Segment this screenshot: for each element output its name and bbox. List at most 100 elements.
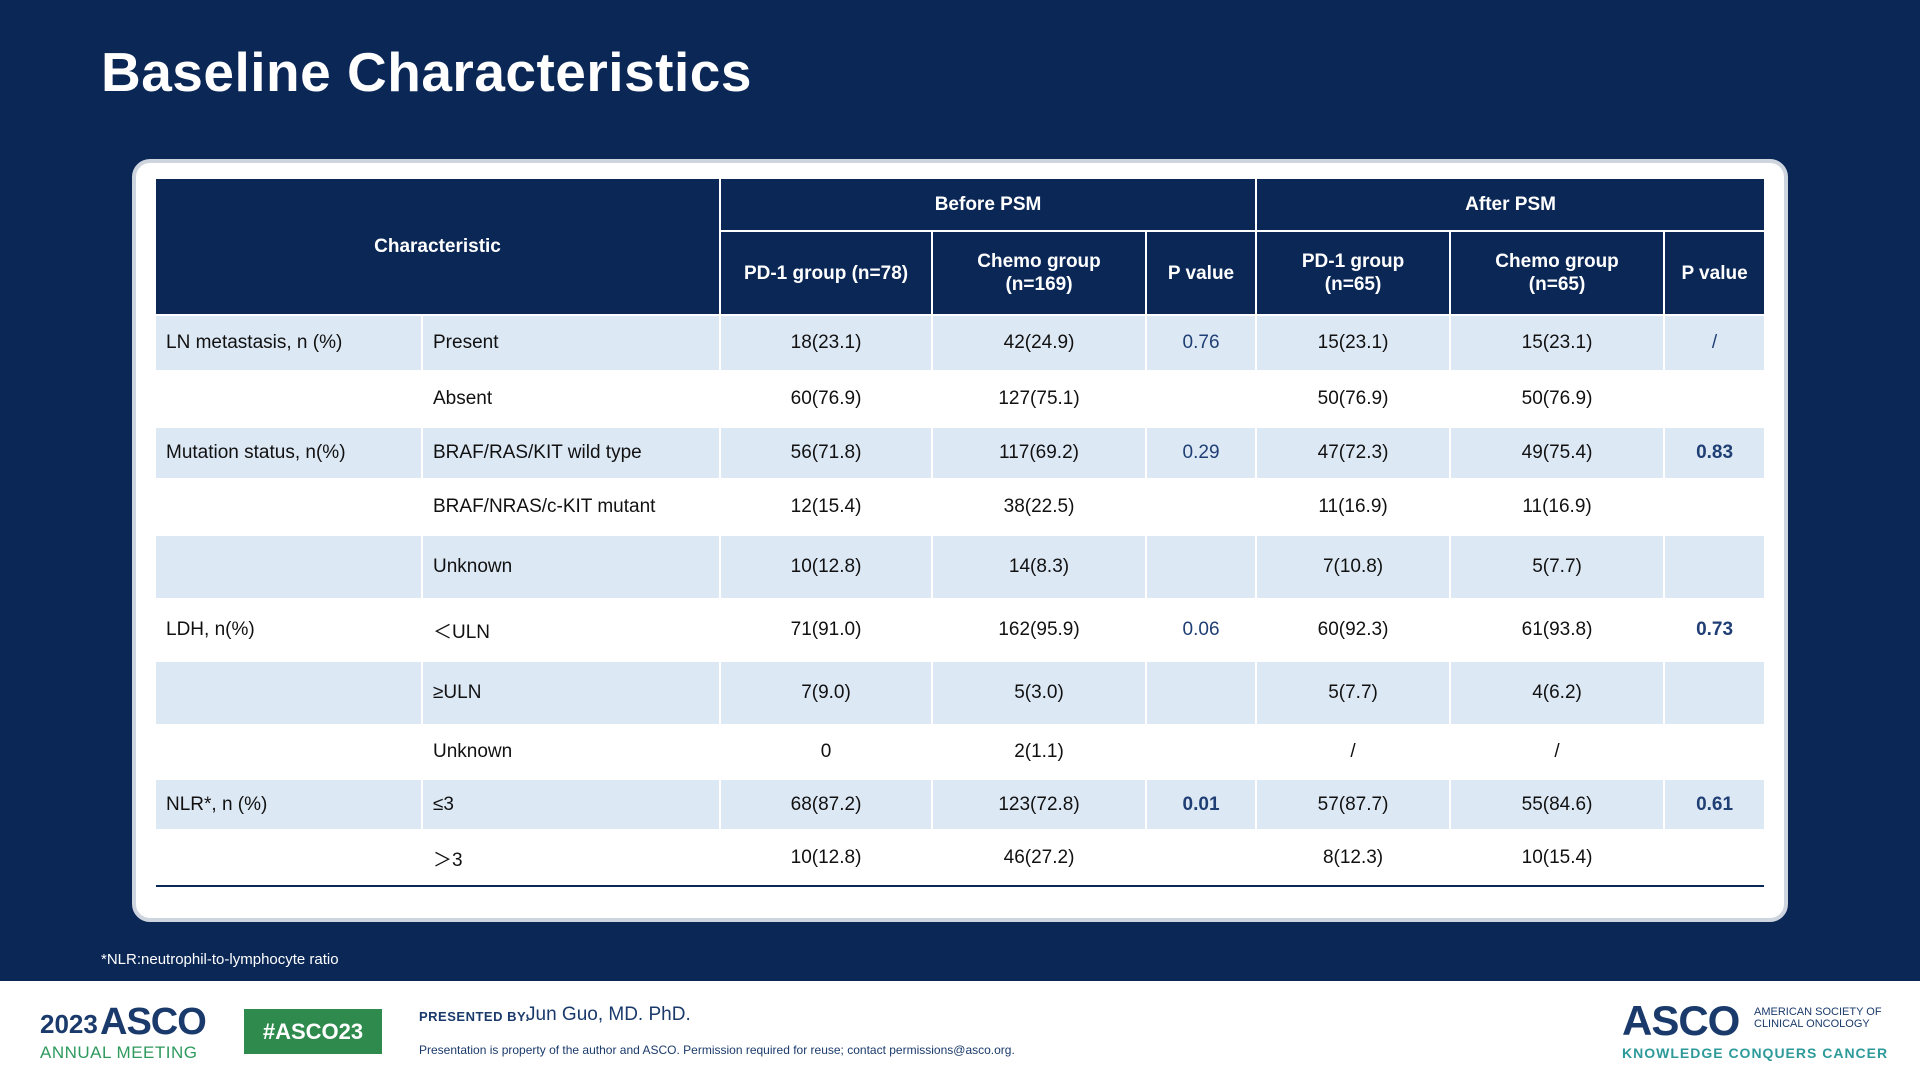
after-pd1-cell: 7(10.8)	[1256, 535, 1452, 600]
after-p-cell	[1664, 830, 1765, 887]
footnote: *NLR:neutrophil-to-lymphocyte ratio	[101, 951, 339, 968]
property-notice: Presentation is property of the author a…	[419, 1043, 1015, 1057]
before-pd1-cell: 60(76.9)	[720, 371, 934, 428]
row-subgroup: BRAF/NRAS/c-KIT mutant	[422, 479, 722, 536]
table-row: Absent 60(76.9) 127(75.1) 50(76.9) 50(76…	[156, 371, 1765, 428]
after-p-cell	[1664, 479, 1765, 536]
hashtag-badge: #ASCO23	[244, 1009, 382, 1054]
before-chemo-cell: 14(8.3)	[932, 535, 1148, 600]
table-row: ＞3 10(12.8) 46(27.2) 8(12.3) 10(15.4)	[156, 830, 1765, 887]
asco-tagline: KNOWLEDGE CONQUERS CANCER	[1622, 1045, 1889, 1061]
after-pd1-cell: 50(76.9)	[1256, 371, 1452, 428]
after-chemo-cell: 15(23.1)	[1450, 315, 1666, 372]
header-after-pd1-line2: (n=65)	[1324, 274, 1382, 295]
row-characteristic	[156, 371, 423, 428]
header-after-psm: After PSM	[1256, 179, 1765, 232]
header-before-pd1: PD-1 group (n=78)	[720, 231, 934, 316]
before-chemo-cell: 2(1.1)	[932, 725, 1148, 780]
row-characteristic: Mutation status, n(%)	[156, 427, 423, 480]
before-p-cell	[1146, 725, 1258, 780]
presented-by-label: PRESENTED BY:	[419, 1009, 530, 1024]
table-row: LDH, n(%) ＜ULN 71(91.0) 162(95.9) 0.06 6…	[156, 599, 1765, 662]
table-card: Characteristic Before PSM After PSM PD-1…	[132, 159, 1788, 922]
header-before-chemo-line2: (n=169)	[1005, 274, 1073, 295]
header-after-pd1: PD-1 group (n=65)	[1256, 231, 1452, 316]
after-pd1-cell: 8(12.3)	[1256, 830, 1452, 887]
after-chemo-cell: 49(75.4)	[1450, 427, 1666, 480]
before-chemo-cell: 162(95.9)	[932, 599, 1148, 662]
after-pd1-cell: 57(87.7)	[1256, 779, 1452, 831]
header-before-p: P value	[1146, 231, 1258, 316]
meeting-subtitle: ANNUAL MEETING	[40, 1043, 198, 1062]
slide-title: Baseline Characteristics	[101, 41, 752, 103]
after-pd1-cell: /	[1256, 725, 1452, 780]
after-p-cell	[1664, 725, 1765, 780]
before-p-cell	[1146, 479, 1258, 536]
presenter-name: Jun Guo, MD. PhD.	[526, 1004, 691, 1025]
before-p-cell	[1146, 535, 1258, 600]
after-pd1-cell: 11(16.9)	[1256, 479, 1452, 536]
before-chemo-cell: 5(3.0)	[932, 661, 1148, 726]
table-row: Unknown 10(12.8) 14(8.3) 7(10.8) 5(7.7)	[156, 535, 1765, 600]
meeting-asco: ASCO	[100, 1001, 207, 1043]
before-p-cell	[1146, 661, 1258, 726]
before-pd1-cell: 18(23.1)	[720, 315, 934, 372]
row-characteristic: LN metastasis, n (%)	[156, 315, 423, 372]
after-p-cell: 0.73	[1664, 599, 1765, 662]
after-chemo-cell: 50(76.9)	[1450, 371, 1666, 428]
header-characteristic: Characteristic	[156, 179, 722, 316]
row-subgroup: ＞3	[422, 830, 722, 887]
before-chemo-cell: 127(75.1)	[932, 371, 1148, 428]
after-chemo-cell: 61(93.8)	[1450, 599, 1666, 662]
annual-meeting-logo: 2023 ASCO ANNUAL MEETING	[40, 999, 210, 1063]
before-p-cell: 0.06	[1146, 599, 1258, 662]
header-after-chemo-line1: Chemo group	[1495, 251, 1619, 272]
before-chemo-cell: 123(72.8)	[932, 779, 1148, 831]
table-row: ≥ULN 7(9.0) 5(3.0) 5(7.7) 4(6.2)	[156, 661, 1765, 726]
header-after-chemo-line2: (n=65)	[1528, 274, 1586, 295]
before-pd1-cell: 10(12.8)	[720, 535, 934, 600]
before-chemo-cell: 42(24.9)	[932, 315, 1148, 372]
row-characteristic: LDH, n(%)	[156, 599, 423, 662]
header-before-chemo: Chemo group (n=169)	[932, 231, 1148, 316]
row-subgroup: ≥ULN	[422, 661, 722, 726]
after-chemo-cell: 5(7.7)	[1450, 535, 1666, 600]
before-p-cell: 0.29	[1146, 427, 1258, 480]
asco-wordmark: ASCO	[1622, 997, 1740, 1044]
asco-society-name: AMERICAN SOCIETY OF CLINICAL ONCOLOGY	[1754, 1006, 1882, 1030]
after-chemo-cell: 55(84.6)	[1450, 779, 1666, 831]
meeting-year: 2023	[40, 1009, 98, 1039]
row-characteristic	[156, 479, 423, 536]
row-characteristic	[156, 661, 423, 726]
before-chemo-cell: 46(27.2)	[932, 830, 1148, 887]
before-pd1-cell: 56(71.8)	[720, 427, 934, 480]
baseline-table: Characteristic Before PSM After PSM PD-1…	[156, 179, 1765, 887]
before-chemo-cell: 38(22.5)	[932, 479, 1148, 536]
row-characteristic	[156, 725, 423, 780]
before-pd1-cell: 12(15.4)	[720, 479, 934, 536]
header-after-pd1-line1: PD-1 group	[1301, 251, 1405, 272]
after-chemo-cell: 11(16.9)	[1450, 479, 1666, 536]
before-p-cell	[1146, 371, 1258, 428]
after-p-cell	[1664, 661, 1765, 726]
before-pd1-cell: 68(87.2)	[720, 779, 934, 831]
asco-logo: ASCO AMERICAN SOCIETY OF CLINICAL ONCOLO…	[1622, 997, 1887, 1067]
before-p-cell	[1146, 830, 1258, 887]
after-p-cell	[1664, 371, 1765, 428]
table-row: LN metastasis, n (%) Present 18(23.1) 42…	[156, 315, 1765, 372]
before-p-cell: 0.76	[1146, 315, 1258, 372]
before-chemo-cell: 117(69.2)	[932, 427, 1148, 480]
after-pd1-cell: 15(23.1)	[1256, 315, 1452, 372]
after-p-cell: 0.83	[1664, 427, 1765, 480]
before-pd1-cell: 7(9.0)	[720, 661, 934, 726]
row-subgroup: Absent	[422, 371, 722, 428]
after-p-cell: 0.61	[1664, 779, 1765, 831]
header-before-psm: Before PSM	[720, 179, 1258, 232]
row-subgroup: Unknown	[422, 725, 722, 780]
row-subgroup: Present	[422, 315, 722, 372]
table-row: Unknown 0 2(1.1) / /	[156, 725, 1765, 780]
row-subgroup: ＜ULN	[422, 599, 722, 662]
after-pd1-cell: 5(7.7)	[1256, 661, 1452, 726]
after-chemo-cell: /	[1450, 725, 1666, 780]
row-characteristic	[156, 830, 423, 887]
